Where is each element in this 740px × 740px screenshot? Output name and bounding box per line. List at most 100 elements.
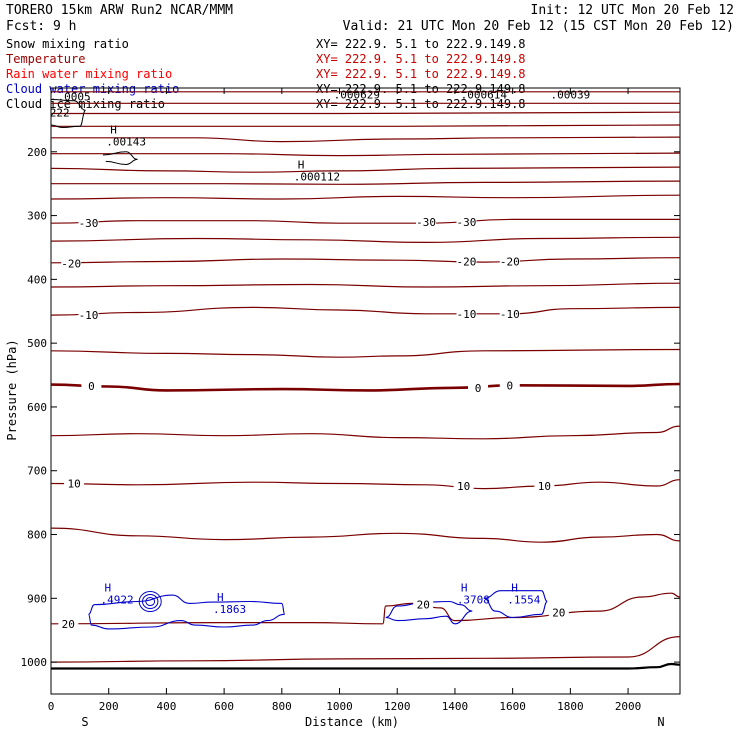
x-tick-label-3: 600: [214, 700, 234, 713]
temperature-label-bg-16: [413, 598, 434, 611]
x-tick-label-2: 400: [156, 700, 176, 713]
temperature-contour-20: [50, 636, 681, 663]
cloud-water-contour-2: [483, 590, 548, 619]
cloud-water-high-value-1: .1863: [213, 603, 246, 616]
cloud-water-high-h-3: H: [511, 582, 518, 595]
temperature-label-bg-6: [78, 309, 99, 322]
x-end-north: N: [657, 715, 664, 729]
ice-high-value-1: .000112: [294, 170, 340, 183]
contours-layer: [50, 91, 681, 670]
plot-frame: [50, 87, 681, 695]
temperature-label-bg-8: [499, 307, 520, 320]
y-tick-label-2: 400: [27, 273, 47, 286]
temperature-label-bg-3: [61, 257, 82, 270]
temperature-contour-8: [50, 194, 681, 200]
temperature-contour-14: [50, 348, 681, 358]
legend-xy-temperature: XY= 222.9. 5.1 to 222.9.149.8: [316, 52, 526, 66]
legend-label-snow: Snow mixing ratio: [6, 37, 129, 51]
temperature-label-9: 0: [88, 380, 95, 393]
ice-contour-high-1: [102, 151, 138, 166]
ice-high-h-1: H: [298, 158, 305, 171]
temperature-label-4: -20: [457, 256, 477, 269]
cloud-water-high-h-0: H: [104, 582, 111, 595]
x-tick-label-0: 0: [48, 700, 55, 713]
legend: Snow mixing ratio XY= 222.9. 5.1 to 222.…: [6, 37, 526, 111]
temperature-contour-9: [50, 218, 680, 224]
temperature-contour-2: [50, 111, 681, 115]
temperature-label-bg-12: [64, 477, 85, 490]
temperature-label-12: 10: [67, 477, 80, 490]
x-tick-label-4: 800: [272, 700, 292, 713]
temperature-label-bg-2: [456, 215, 477, 228]
temperature-label-bg-14: [534, 480, 555, 493]
temperature-label-10: 0: [475, 382, 482, 395]
temperature-label-7: -10: [457, 308, 477, 321]
ice-top-label-2: .000614: [461, 88, 508, 101]
temperature-label-11: 0: [506, 379, 513, 392]
y-tick-label-5: 700: [27, 465, 47, 478]
header-fcst: Fcst: 9 h: [6, 19, 76, 34]
cloud-water-ring-1: [142, 594, 159, 610]
header-model: TORERO 15km ARW Run2 NCAR/MMM: [6, 3, 233, 18]
temperature-label-bg-0: [78, 217, 99, 230]
temperature-label-bg-17: [548, 606, 569, 619]
ground-line: [51, 662, 681, 670]
ice-top-label-0: .0005: [58, 90, 91, 103]
temperature-contour-4: [51, 136, 681, 143]
ice-left-label: 222: [50, 106, 70, 119]
temperature-label-0: -30: [79, 217, 99, 230]
legend-xy-cloud-water: XY= 222.9. 5.1 to 222.9.149.8: [316, 82, 526, 96]
temperature-contour-19: [50, 592, 681, 625]
x-tick-label-6: 1200: [384, 700, 411, 713]
temperature-label-bg-4: [456, 255, 477, 268]
y-tick-label-3: 500: [27, 337, 47, 350]
temperature-contour-15: [50, 382, 681, 392]
temperature-label-1: -30: [416, 216, 436, 229]
x-tick-label-9: 1800: [557, 700, 584, 713]
cloud-water-ring-0: [138, 591, 162, 613]
x-tick-label-5: 1000: [326, 700, 353, 713]
cloud-water-high-value-2: .3708: [457, 594, 490, 607]
temperature-label-bg-5: [499, 255, 520, 268]
y-tick-label-0: 200: [27, 146, 47, 159]
legend-label-cloud-ice: Cloud ice mixing ratio: [6, 97, 165, 111]
temperature-contour-3: [51, 124, 681, 127]
legend-label-cloud-water: Cloud water mixing ratio: [6, 82, 179, 96]
y-tick-label-6: 800: [27, 529, 47, 542]
cloud-water-high-value-3: .1554: [507, 594, 540, 607]
temperature-label-13: 10: [457, 480, 470, 493]
temperature-contour-11: [50, 257, 681, 264]
ice-contour-left: [50, 99, 86, 129]
y-axis-title: Pressure (hPa): [5, 339, 19, 440]
cloud-water-high-h-1: H: [217, 591, 224, 604]
temperature-label-17: 20: [552, 606, 565, 619]
cloud-water-ring-2: [145, 597, 156, 607]
legend-label-rain: Rain water mixing ratio: [6, 67, 172, 81]
legend-xy-cloud-ice: XY= 222.9. 5.1 to 222.9.149.8: [316, 97, 526, 111]
ice-top-label-1: .000629: [334, 88, 380, 101]
temperature-contour-12: [50, 282, 681, 288]
legend-label-temperature: Temperature: [6, 52, 85, 66]
temperature-contour-7: [51, 180, 681, 185]
x-tick-label-8: 1600: [499, 700, 526, 713]
temperature-label-3: -20: [61, 257, 81, 270]
cloud-water-contour-0: [87, 594, 286, 630]
labels-layer: -30 -30 -30 -20 -20 -20 -10 -10 -10 0 0 0 10 10 10 20 20…: [50, 88, 591, 630]
header-init: Init: 12 UTC Mon 20 Feb 12: [531, 3, 735, 18]
y-tick-label-7: 900: [27, 592, 47, 605]
temperature-label-bg-15: [58, 617, 79, 630]
header-valid: Valid: 21 UTC Mon 20 Feb 12 (15 CST Mon …: [343, 19, 734, 34]
temperature-label-16: 20: [417, 599, 430, 612]
legend-xy-snow: XY= 222.9. 5.1 to 222.9.149.8: [316, 37, 526, 51]
y-tick-label-1: 300: [27, 210, 47, 223]
y-tick-label-4: 600: [27, 401, 47, 414]
temperature-label-14: 10: [538, 480, 551, 493]
x-axis-title: Distance (km): [305, 715, 399, 729]
temperature-label-bg-7: [456, 307, 477, 320]
cloud-water-high-value-0: .4922: [100, 594, 133, 607]
ice-high-h-0: H: [110, 123, 117, 136]
y-tick-label-8: 1000: [21, 656, 48, 669]
temperature-contour-10: [50, 236, 681, 244]
temperature-label-15: 20: [62, 618, 75, 631]
temperature-contour-5: [51, 152, 681, 157]
